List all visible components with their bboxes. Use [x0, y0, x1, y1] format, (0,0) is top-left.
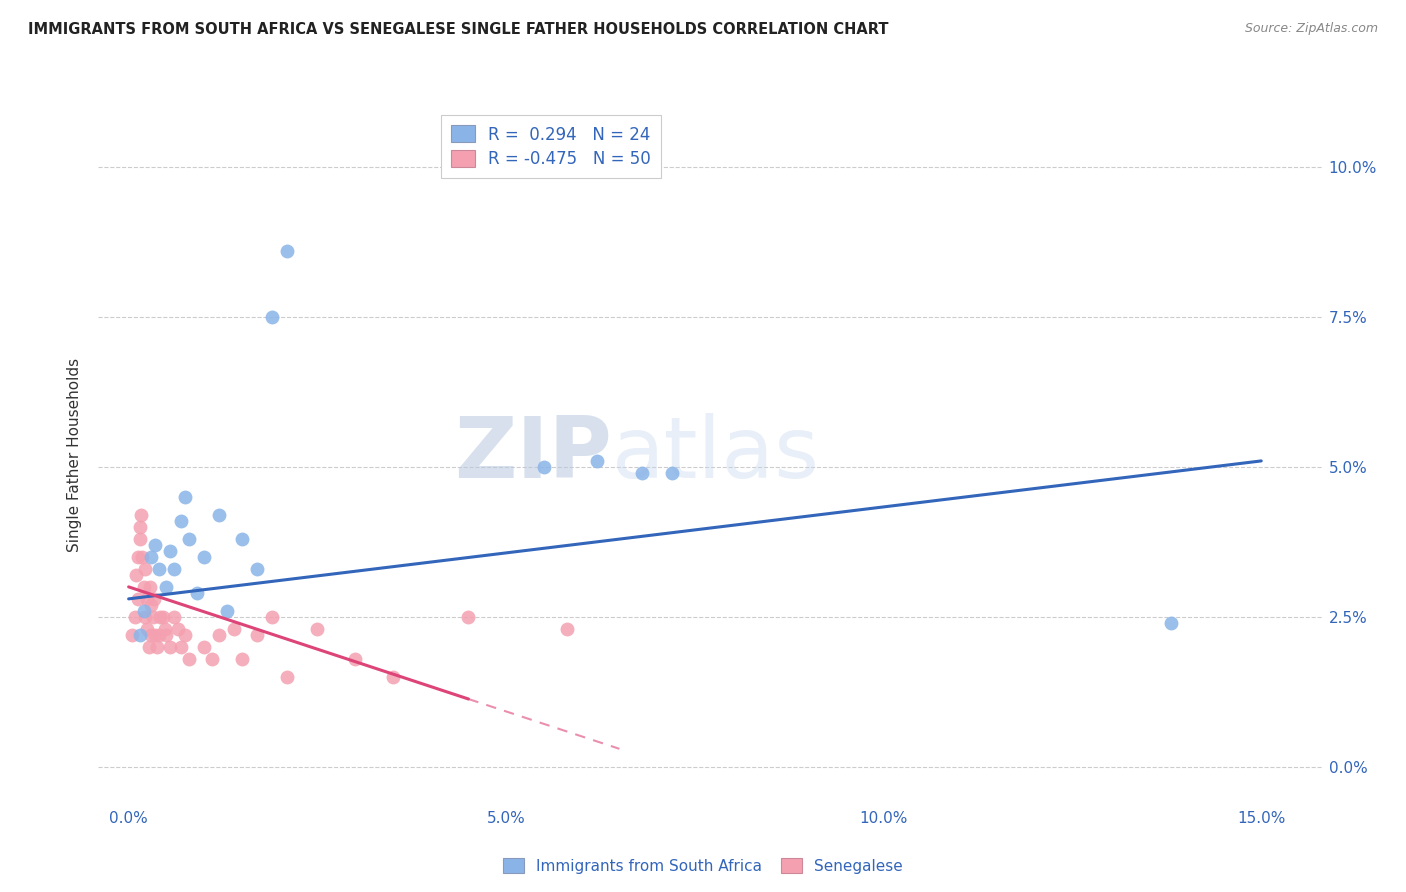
Point: [141, 549, 163, 564]
Point: [177, 532, 200, 546]
Point: [125, 567, 148, 582]
Text: Source: ZipAtlas.com: Source: ZipAtlas.com: [1244, 22, 1378, 36]
Point: [193, 640, 215, 654]
Point: [129, 628, 152, 642]
Point: [142, 591, 165, 606]
Point: [231, 652, 253, 666]
Point: [170, 640, 193, 654]
Point: [208, 628, 231, 642]
Point: [124, 610, 146, 624]
Point: [208, 508, 231, 522]
Text: IMMIGRANTS FROM SOUTH AFRICA VS SENEGALESE SINGLE FATHER HOUSEHOLDS CORRELATION : IMMIGRANTS FROM SOUTH AFRICA VS SENEGALE…: [28, 22, 889, 37]
Point: [148, 628, 170, 642]
Text: ZIP: ZIP: [454, 413, 612, 497]
Point: [193, 549, 215, 564]
Point: [381, 670, 404, 684]
Point: [134, 610, 156, 624]
Point: [661, 466, 683, 480]
Point: [555, 622, 578, 636]
Text: atlas: atlas: [612, 413, 820, 497]
Point: [215, 604, 238, 618]
Point: [141, 598, 163, 612]
Legend: R =  0.294   N = 24, R = -0.475   N = 50: R = 0.294 N = 24, R = -0.475 N = 50: [441, 115, 661, 178]
Point: [143, 628, 166, 642]
Point: [307, 622, 329, 636]
Point: [127, 591, 149, 606]
Point: [129, 520, 152, 534]
Point: [159, 544, 181, 558]
Point: [174, 490, 197, 504]
Point: [533, 459, 555, 474]
Point: [148, 562, 170, 576]
Point: [153, 622, 176, 636]
Point: [457, 610, 479, 624]
Point: [262, 610, 284, 624]
Point: [159, 640, 181, 654]
Point: [186, 586, 208, 600]
Point: [224, 622, 246, 636]
Point: [246, 562, 269, 576]
Point: [201, 652, 224, 666]
Point: [276, 670, 298, 684]
Point: [127, 549, 149, 564]
Point: [146, 640, 169, 654]
Point: [149, 610, 172, 624]
Point: [246, 628, 269, 642]
Point: [129, 532, 152, 546]
Point: [141, 628, 163, 642]
Point: [276, 244, 298, 258]
Y-axis label: Single Father Households: Single Father Households: [67, 358, 83, 552]
Point: [231, 532, 253, 546]
Legend: Immigrants from South Africa, Senegalese: Immigrants from South Africa, Senegalese: [496, 852, 910, 880]
Point: [143, 538, 166, 552]
Point: [142, 610, 165, 624]
Point: [134, 562, 156, 576]
Point: [170, 514, 193, 528]
Point: [131, 508, 153, 522]
Point: [177, 652, 200, 666]
Point: [344, 652, 367, 666]
Point: [131, 549, 153, 564]
Point: [631, 466, 654, 480]
Point: [155, 580, 177, 594]
Point: [132, 580, 155, 594]
Point: [163, 562, 186, 576]
Point: [139, 580, 162, 594]
Point: [152, 610, 174, 624]
Point: [585, 454, 607, 468]
Point: [121, 628, 143, 642]
Point: [163, 610, 186, 624]
Point: [262, 310, 284, 324]
Point: [166, 622, 188, 636]
Point: [138, 640, 160, 654]
Point: [155, 628, 177, 642]
Point: [136, 591, 159, 606]
Point: [174, 628, 197, 642]
Point: [1160, 615, 1182, 630]
Point: [132, 604, 155, 618]
Point: [136, 622, 159, 636]
